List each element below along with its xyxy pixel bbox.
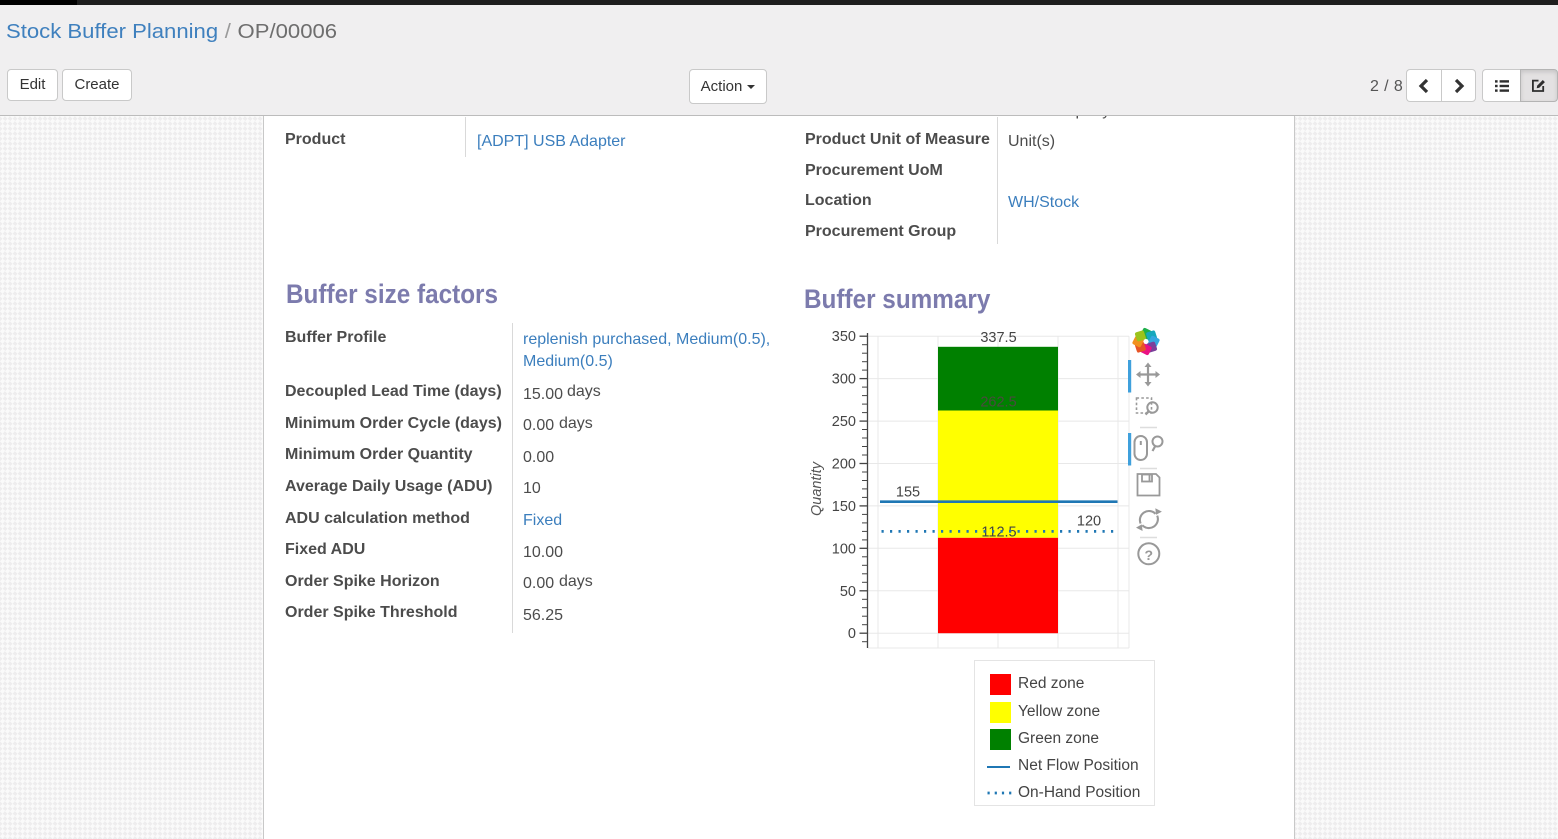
- svg-text:350: 350: [832, 329, 856, 345]
- svg-text:155: 155: [896, 485, 920, 501]
- svg-text:262.5: 262.5: [980, 395, 1016, 411]
- svg-text:50: 50: [840, 584, 856, 600]
- svg-text:250: 250: [832, 414, 856, 430]
- svg-text:120: 120: [1077, 514, 1101, 530]
- svg-text:337.5: 337.5: [980, 330, 1016, 346]
- svg-text:?: ?: [1145, 547, 1154, 563]
- svg-text:300: 300: [832, 372, 856, 388]
- svg-text:Quantity: Quantity: [809, 461, 825, 516]
- svg-text:112.5: 112.5: [981, 525, 1016, 541]
- svg-text:0: 0: [848, 626, 856, 642]
- svg-text:150: 150: [832, 499, 856, 515]
- svg-text:200: 200: [832, 457, 856, 473]
- svg-text:100: 100: [832, 541, 856, 557]
